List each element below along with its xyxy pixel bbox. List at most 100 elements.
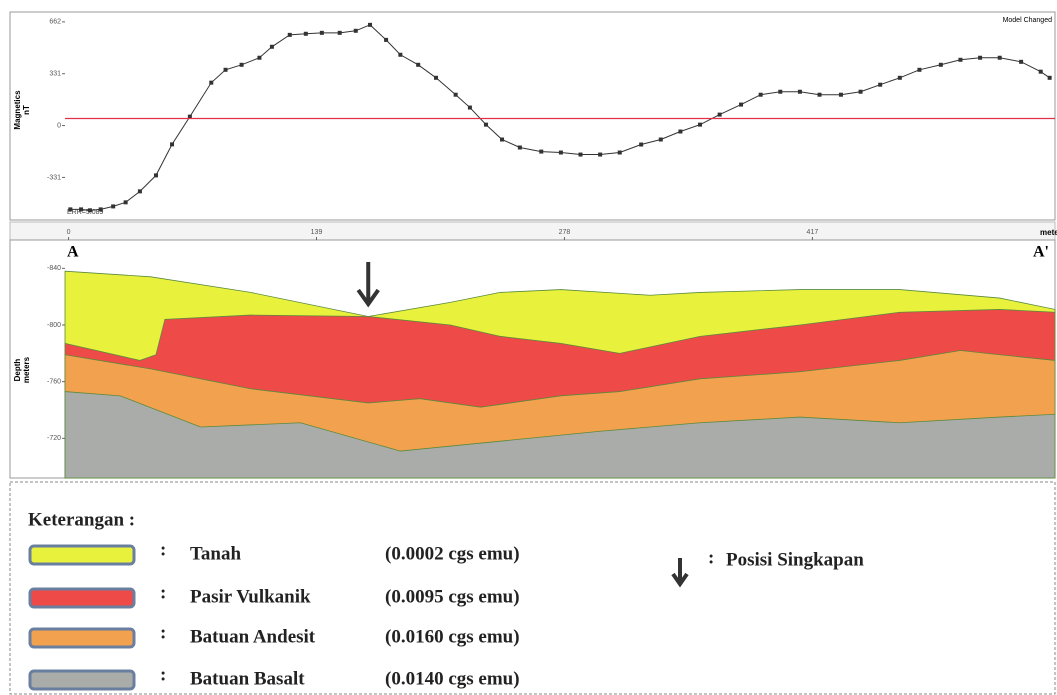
y-tick-label: 331 <box>49 71 61 78</box>
legend-value: (0.0140 cgs emu) <box>385 668 520 689</box>
data-point <box>797 89 802 94</box>
data-point <box>897 75 902 80</box>
legend-box <box>9 481 1056 695</box>
x-tick-label: 278 <box>559 229 571 236</box>
data-point <box>257 55 262 60</box>
data-point <box>678 129 683 134</box>
legend-swatch <box>28 587 136 609</box>
profile-start: A <box>67 244 79 261</box>
y-label: Magnetics <box>13 90 22 130</box>
x-label: meters <box>1040 228 1057 237</box>
data-point <box>398 52 403 57</box>
data-point <box>1038 69 1043 74</box>
legend-separator: : <box>160 582 166 603</box>
data-point <box>353 28 358 33</box>
y-tick-label: 0 <box>57 122 61 129</box>
data-point <box>368 22 373 27</box>
y-tick-label: -760 <box>47 379 61 386</box>
y-tick-label: -840 <box>47 265 61 272</box>
data-point <box>153 173 158 178</box>
data-point <box>287 32 292 37</box>
y-tick-label: -720 <box>47 435 61 442</box>
legend-separator: : <box>160 622 166 643</box>
data-point <box>500 137 505 142</box>
legend-swatch <box>28 669 136 691</box>
magnetic-panel <box>9 11 1056 221</box>
data-point <box>1047 75 1052 80</box>
data-point <box>598 152 603 157</box>
y-unit: meters <box>22 356 31 383</box>
data-point <box>639 142 644 147</box>
annotation: ERR=5.089 <box>67 209 103 216</box>
y-tick-label: -331 <box>47 174 61 181</box>
y-label: Depth <box>13 359 22 382</box>
data-point <box>758 92 763 97</box>
data-point <box>917 67 922 72</box>
data-point <box>123 200 128 205</box>
legend-label: Tanah <box>190 543 241 564</box>
data-point <box>858 89 863 94</box>
data-point <box>434 75 439 80</box>
data-point <box>223 67 228 72</box>
data-point <box>187 114 192 119</box>
x-tick-label: 417 <box>807 229 819 236</box>
data-point <box>517 145 522 150</box>
y-unit: nT <box>22 105 31 115</box>
profile-end: A' <box>1033 244 1049 261</box>
x-axis-band <box>9 221 1056 241</box>
legend-arrow <box>671 558 689 588</box>
layer <box>64 391 1056 479</box>
data-point <box>303 31 308 36</box>
data-point <box>239 62 244 67</box>
legend-label: Batuan Andesit <box>190 626 316 647</box>
legend-separator: : <box>160 664 166 685</box>
data-point <box>997 55 1002 60</box>
data-point <box>539 149 544 154</box>
data-point <box>337 30 342 35</box>
data-point <box>111 204 116 209</box>
legend-swatch <box>28 627 136 649</box>
legend-label: Pasir Vulkanik <box>190 586 311 607</box>
data-point <box>467 105 472 110</box>
outcrop-arrow <box>356 262 380 308</box>
data-point <box>978 55 983 60</box>
data-point <box>68 207 73 212</box>
data-point <box>838 92 843 97</box>
data-point <box>878 82 883 87</box>
data-point <box>717 112 722 117</box>
legend-value: (0.0095 cgs emu) <box>385 586 520 607</box>
data-point <box>1019 59 1024 64</box>
legend-separator: : <box>160 539 166 560</box>
data-point <box>698 122 703 127</box>
data-point <box>578 152 583 157</box>
legend-label: Posisi Singkapan <box>726 549 864 570</box>
data-point <box>453 92 458 97</box>
legend-value: (0.0002 cgs emu) <box>385 543 520 564</box>
data-point <box>137 189 142 194</box>
data-point <box>319 30 324 35</box>
data-point <box>817 92 822 97</box>
legend-value: (0.0160 cgs emu) <box>385 626 520 647</box>
data-point <box>558 150 563 155</box>
data-point <box>87 208 92 213</box>
data-point <box>483 122 488 127</box>
x-tick-label: 139 <box>311 229 323 236</box>
data-point <box>416 62 421 67</box>
data-point <box>658 137 663 142</box>
legend-separator: : <box>708 547 714 568</box>
data-point <box>384 37 389 42</box>
x-tick-label: 0 <box>67 229 71 236</box>
legend-swatch <box>28 544 136 566</box>
data-point <box>209 80 214 85</box>
data-point <box>617 150 622 155</box>
data-point <box>79 207 84 212</box>
legend-label: Batuan Basalt <box>190 668 305 689</box>
y-tick-label: -800 <box>47 322 61 329</box>
data-point <box>938 62 943 67</box>
legend-title: Keterangan : <box>28 509 135 530</box>
data-point <box>98 207 103 212</box>
y-tick-label: 662 <box>49 19 61 26</box>
annotation: Model Changed <box>1003 17 1053 24</box>
data-point <box>739 102 744 107</box>
